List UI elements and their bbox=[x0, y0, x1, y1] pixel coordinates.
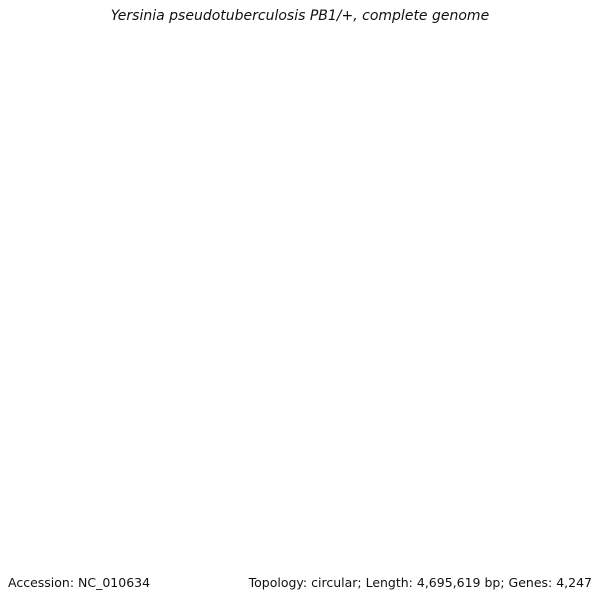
genome-summary-text: Topology: circular; Length: 4,695,619 bp… bbox=[248, 575, 592, 590]
map-title: Yersinia pseudotuberculosis PB1/+, compl… bbox=[110, 8, 490, 24]
label-layer: YPTS_1310YPTS_1311YPTS_1312YPTS_1313YPTS… bbox=[0, 41, 1, 53]
accession-text: Accession: NC_010634 bbox=[8, 575, 151, 590]
gene-label: YPTS_1310 bbox=[0, 41, 1, 53]
